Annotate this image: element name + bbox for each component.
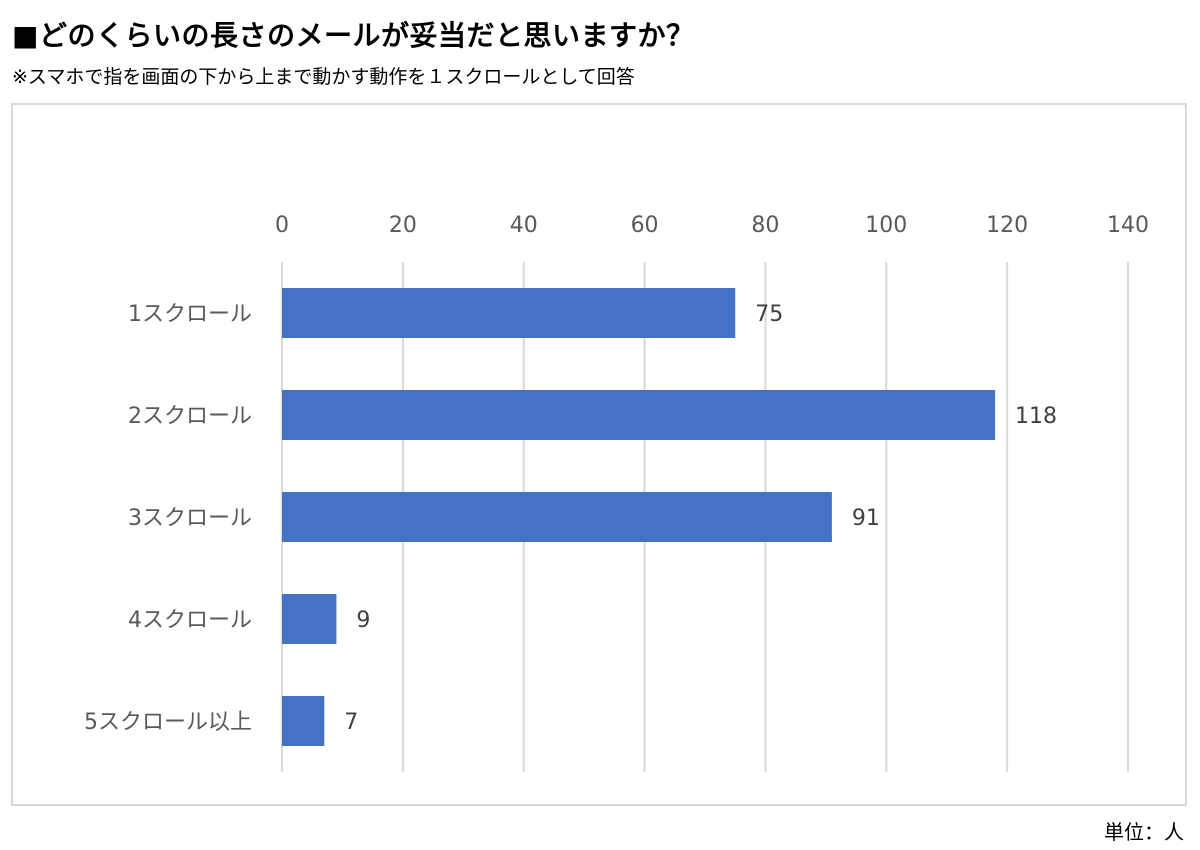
bar (282, 288, 736, 338)
x-tick-label: 40 (510, 213, 538, 238)
bar (282, 390, 996, 440)
category-label: 3スクロール (128, 506, 252, 531)
data-label: 118 (1015, 404, 1057, 429)
bar (282, 696, 325, 746)
x-tick-label: 120 (986, 213, 1028, 238)
category-label: 4スクロール (128, 608, 252, 633)
x-tick-label: 80 (751, 213, 779, 238)
category-label: 5スクロール以上 (84, 710, 252, 735)
data-label: 75 (755, 302, 783, 327)
data-label: 7 (344, 710, 358, 735)
chart-subtitle: ※スマホで指を画面の下から上まで動かす動作を１スクロールとして回答 (12, 66, 635, 88)
chart-frame (11, 103, 1187, 806)
category-label: 1スクロール (128, 302, 252, 327)
data-label: 91 (852, 506, 880, 531)
chart-title: ■どのくらいの長さのメールが妥当だと思いますか？ (12, 19, 695, 52)
x-tick-label: 20 (389, 213, 417, 238)
bar (282, 492, 832, 542)
x-tick-label: 0 (275, 213, 289, 238)
category-label: 2スクロール (128, 404, 252, 429)
x-tick-label: 100 (865, 213, 907, 238)
unit-label: 単位：人 (1104, 820, 1184, 844)
data-label: 9 (356, 608, 370, 633)
bar (282, 594, 337, 644)
x-tick-label: 60 (631, 213, 659, 238)
x-tick-label: 140 (1107, 213, 1149, 238)
